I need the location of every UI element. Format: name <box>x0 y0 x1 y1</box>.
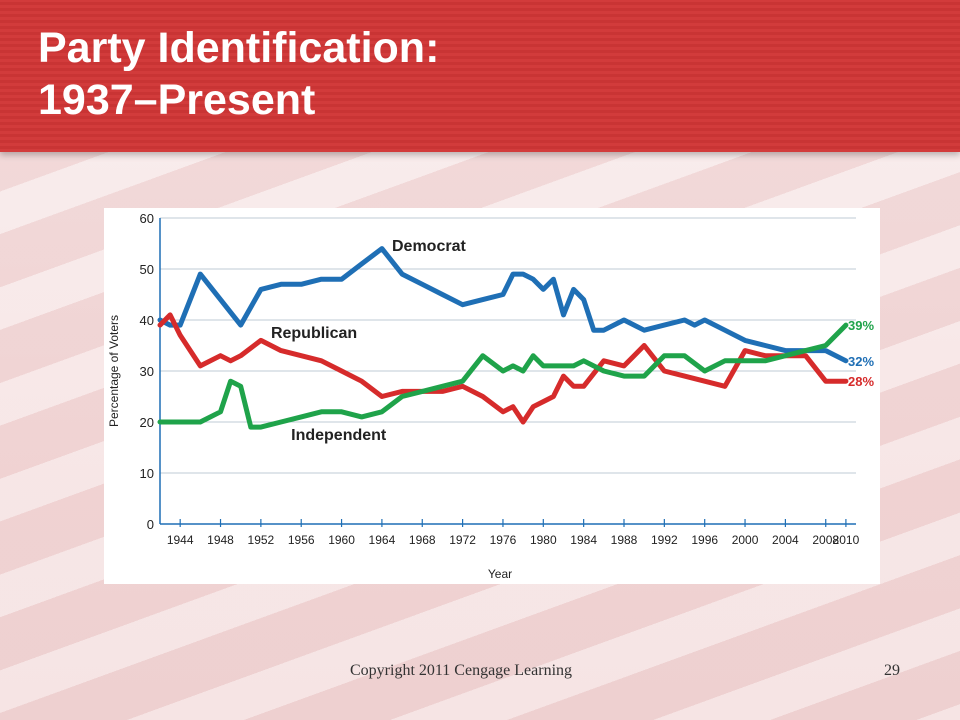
x-tick-label-2004: 2004 <box>772 533 799 547</box>
x-tick-label-1952: 1952 <box>248 533 275 547</box>
x-tick-label-2000: 2000 <box>732 533 759 547</box>
democrat-line <box>157 246 849 364</box>
x-tick-label-1968: 1968 <box>409 533 436 547</box>
y-tick-label-50: 50 <box>140 262 154 277</box>
x-tick-label-1956: 1956 <box>288 533 315 547</box>
title-banner: Party Identification: 1937–Present <box>0 0 960 152</box>
y-tick-label-20: 20 <box>140 415 154 430</box>
x-tick-label-1972: 1972 <box>449 533 476 547</box>
x-tick-label-2008: 2008 <box>812 533 839 547</box>
copyright-text: Copyright 2011 Cengage Learning <box>350 662 573 679</box>
y-tick-label-30: 30 <box>140 364 154 379</box>
slide-title: Party Identification: 1937–Present <box>38 22 439 126</box>
democrat-end-label: 32% <box>848 354 874 369</box>
y-axis-title: Percentage of Voters <box>107 315 121 427</box>
democrat-annotation: Democrat <box>392 238 466 255</box>
x-axis-title: Year <box>488 567 512 581</box>
x-tick-label-1984: 1984 <box>570 533 597 547</box>
y-tick-label-40: 40 <box>140 313 154 328</box>
independent-annotation: Independent <box>291 427 387 444</box>
x-tick-label-1988: 1988 <box>611 533 638 547</box>
party-identification-chart: 0 10 20 30 40 50 60 1944 1948 1952 1956 1960 1964 196… <box>107 211 874 581</box>
x-tick-label-1976: 1976 <box>490 533 517 547</box>
y-tick-label-0: 0 <box>147 517 154 532</box>
y-tick-label-10: 10 <box>140 466 154 481</box>
chart-panel: 0 10 20 30 40 50 60 1944 1948 1952 1956 1960 1964 196… <box>104 208 880 584</box>
x-tick-label-1980: 1980 <box>530 533 557 547</box>
y-tick-label-60: 60 <box>140 211 154 226</box>
republican-line <box>157 312 849 425</box>
page-number: 29 <box>884 662 900 679</box>
x-tick-label-2010: 2010 <box>833 533 860 547</box>
republican-end-label: 28% <box>848 374 874 389</box>
x-tick-label-1964: 1964 <box>369 533 396 547</box>
x-tick-label-1992: 1992 <box>651 533 678 547</box>
x-tick-label-1996: 1996 <box>691 533 718 547</box>
x-tick-label-1948: 1948 <box>207 533 234 547</box>
x-tick-label-1960: 1960 <box>328 533 355 547</box>
title-line-1: Party Identification: <box>38 24 440 72</box>
independent-line <box>157 322 849 430</box>
independent-end-label: 39% <box>848 318 874 333</box>
x-tick-label-1944: 1944 <box>167 533 194 547</box>
republican-annotation: Republican <box>271 325 357 342</box>
title-line-2: 1937–Present <box>38 76 316 124</box>
